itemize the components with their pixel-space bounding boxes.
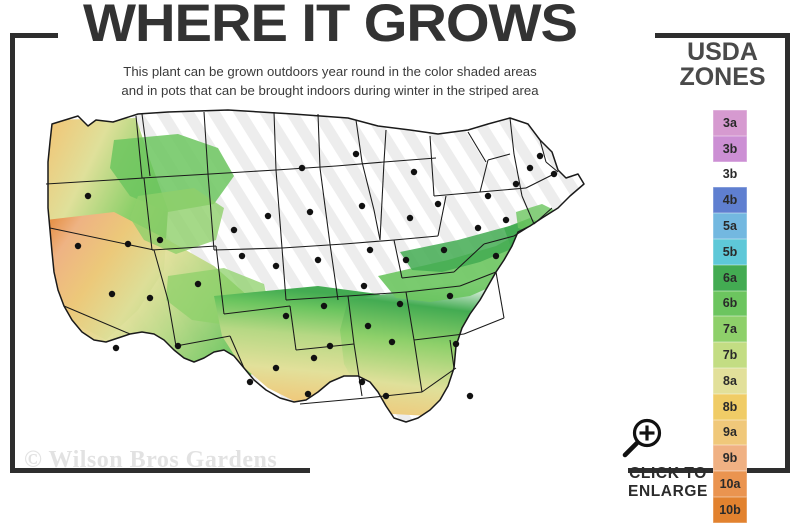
zone-label: 7b — [722, 348, 738, 363]
frame-left-edge — [10, 33, 15, 473]
frame-top-left-edge — [10, 33, 58, 38]
zone-swatch-3a: 3a — [713, 110, 747, 136]
zone-swatch-3b: 3b — [713, 135, 747, 162]
zone-swatch-9a: 9a — [713, 419, 747, 446]
zone-swatch-7b: 7b — [713, 342, 747, 368]
watermark-credit: © Wilson Bros Gardens — [24, 447, 278, 473]
zone-label: 10a — [719, 477, 741, 492]
zone-swatch-6b: 6b — [713, 290, 747, 317]
zone-label: 6b — [722, 296, 738, 311]
zone-label: 5a — [723, 219, 737, 234]
frame-right-edge — [785, 33, 790, 473]
zone-label: 5b — [722, 244, 738, 259]
zone-swatch-3b: 3b — [713, 162, 747, 188]
zone-label: 10b — [719, 502, 741, 517]
zone-label: 3a — [723, 115, 737, 130]
subtitle-line-1: This plant can be grown outdoors year ro… — [123, 64, 537, 79]
zone-swatch-5b: 5b — [713, 238, 747, 265]
zone-swatch-6a: 6a — [713, 264, 747, 291]
zone-label: 3b — [722, 167, 738, 182]
zone-label: 9b — [722, 451, 738, 466]
zone-label: 6a — [723, 270, 737, 285]
zone-label: 8a — [723, 373, 737, 388]
zone-swatch-8a: 8a — [713, 367, 747, 394]
page-title: WHERE IT GROWS — [83, 0, 578, 53]
usda-zone-map[interactable] — [18, 100, 648, 460]
legend-title: USDA ZONES — [655, 40, 790, 90]
frame-bottom-right-edge — [628, 468, 790, 473]
frame-bottom-left-edge — [10, 468, 310, 473]
city-markers — [74, 150, 558, 400]
zone-swatch-8b: 8b — [713, 393, 747, 420]
zone-swatch-9b: 9b — [713, 445, 747, 472]
legend-title-line-1: USDA — [687, 38, 758, 66]
zone-swatch-5a: 5a — [713, 213, 747, 239]
zone-swatch-10a: 10a — [713, 471, 747, 497]
zone-swatch-4b: 4b — [713, 187, 747, 214]
state-boundaries — [45, 109, 585, 423]
zone-label: 8b — [722, 399, 738, 414]
zone-label: 7a — [723, 322, 737, 337]
usda-zone-legend: 3a 3b 3b 4b 5a 5b 6a 6b 7a 7b 8a 8b 9a 9b 10a 10b — [713, 110, 747, 523]
zone-label: 3b — [722, 141, 738, 156]
zone-label: 9a — [723, 425, 737, 440]
magnifier-plus-icon[interactable] — [620, 418, 666, 460]
plant-zone-map-card: WHERE IT GROWS This plant can be grown o… — [10, 0, 790, 523]
page-subtitle: This plant can be grown outdoors year ro… — [20, 62, 640, 100]
legend-title-line-2: ZONES — [679, 63, 766, 91]
zone-label: 4b — [722, 193, 738, 208]
frame-top-right-edge — [655, 33, 790, 38]
zone-swatch-7a: 7a — [713, 316, 747, 343]
subtitle-line-2: and in pots that can be brought indoors … — [121, 83, 539, 99]
click-to-enlarge-label[interactable]: CLICK TO ENLARGE — [628, 465, 708, 500]
